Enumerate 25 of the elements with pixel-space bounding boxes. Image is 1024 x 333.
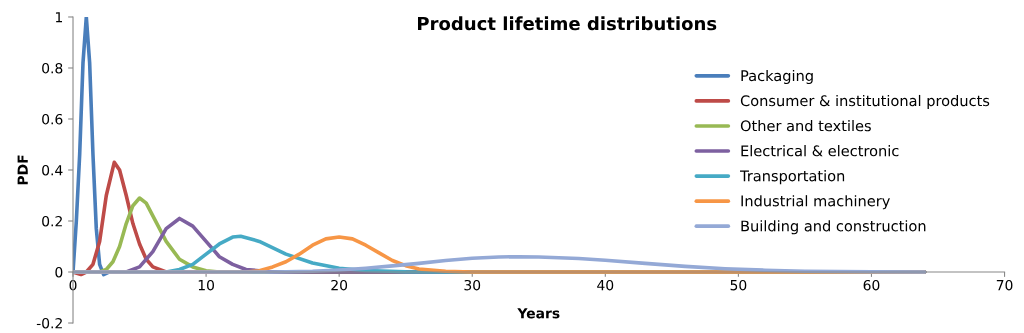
legend-label: Other and textiles	[740, 119, 871, 132]
x-tick-label: 70	[996, 279, 1013, 291]
y-tick-label: 0.8	[42, 62, 63, 74]
legend-label: Consumer & institutional products	[740, 94, 990, 110]
y-axis-title: PDF	[17, 155, 28, 185]
y-tick-label: 0.6	[42, 113, 63, 125]
x-tick-label: 30	[464, 279, 481, 291]
x-tick-label: 10	[198, 279, 214, 291]
legend-label: Building and construction	[741, 220, 926, 235]
x-tick-label: 20	[331, 279, 348, 291]
y-tick-label: 1	[55, 12, 63, 23]
chart-title: Product lifetime distributions	[418, 16, 717, 31]
y-tick-label: 0.4	[42, 164, 63, 176]
x-tick-label: 0	[69, 279, 77, 291]
legend-label: Transportation	[740, 170, 845, 185]
y-tick-label: -0.2	[36, 317, 62, 329]
x-axis-title: Years	[517, 308, 560, 319]
x-tick-label: 40	[597, 279, 614, 291]
y-tick-label: 0	[55, 266, 63, 278]
legend-label: Packaging	[741, 69, 813, 85]
x-tick-label: 60	[863, 279, 880, 291]
y-tick-label: 0.2	[42, 215, 62, 227]
legend-label: Industrial machinery	[741, 195, 890, 210]
legend-label: Electrical & electronic	[741, 145, 899, 157]
x-tick-label: 50	[730, 279, 747, 291]
